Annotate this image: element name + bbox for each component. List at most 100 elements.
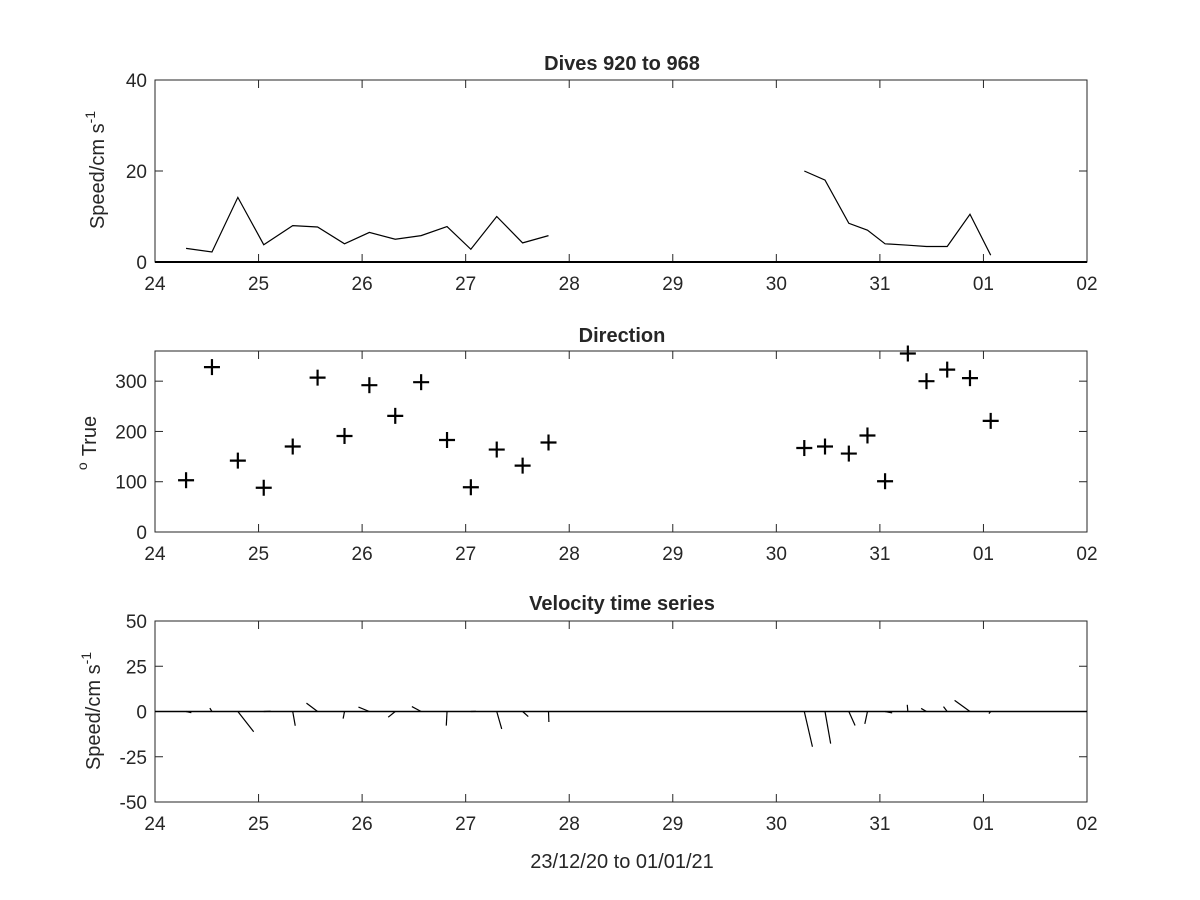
- direction-marker: [939, 361, 956, 378]
- direction-marker: [540, 434, 557, 451]
- velocity-x-tick-label: 24: [144, 814, 166, 835]
- speed-x-tick-label: 30: [766, 274, 787, 295]
- direction-marker: [918, 373, 935, 390]
- direction-x-tick-label: 27: [455, 544, 476, 565]
- velocity-panel-title: Velocity time series: [529, 593, 715, 615]
- direction-marker: [336, 427, 353, 444]
- direction-marker: [961, 370, 978, 387]
- direction-y-tick-label: 200: [115, 422, 147, 443]
- velocity-stick: [185, 710, 192, 714]
- direction-y-tick-label: 0: [136, 523, 147, 544]
- velocity-stick: [387, 711, 396, 718]
- speed-series-line: [185, 196, 549, 253]
- direction-x-tick-label: 30: [766, 544, 787, 565]
- velocity-y-tick-label: 0: [136, 703, 147, 724]
- direction-panel: Direction oTrue 24 25 26 27 28 29 30 31 01 02 0 100…: [74, 325, 1098, 565]
- speed-panel-title: Dives 920 to 968: [544, 53, 700, 75]
- velocity-stick: [848, 711, 856, 726]
- velocity-y-tick-label: 50: [126, 612, 147, 633]
- velocity-stick: [988, 711, 992, 714]
- velocity-x-tick-label: 27: [455, 814, 476, 835]
- direction-panel-title: Direction: [579, 325, 666, 347]
- speed-x-tick-label: 26: [352, 274, 373, 295]
- velocity-stick: [306, 702, 318, 712]
- speed-x-tick-label: 28: [559, 274, 580, 295]
- direction-marker: [982, 412, 999, 429]
- direction-x-tick-label: 28: [559, 544, 580, 565]
- velocity-x-tick-label: 26: [352, 814, 373, 835]
- velocity-stick: [884, 710, 893, 714]
- direction-marker: [488, 441, 505, 458]
- direction-x-tick-label: 29: [662, 544, 683, 565]
- speed-x-tick-label: 31: [869, 274, 890, 295]
- velocity-panel-ylabel: Speed/cm s-1: [78, 652, 105, 770]
- direction-x-tick-label: 31: [869, 544, 890, 565]
- direction-axes-box: [154, 350, 1088, 533]
- speed-panel: Dives 920 to 968 Speed/cm s-1 24 25 26 27 28…: [82, 53, 1098, 295]
- direction-x-tick-label: 26: [352, 544, 373, 565]
- velocity-x-tick-label: 01: [973, 814, 994, 835]
- velocity-x-tick-label: 25: [248, 814, 269, 835]
- speed-x-tick-label: 24: [144, 274, 166, 295]
- direction-marker: [877, 473, 894, 490]
- velocity-stick: [943, 706, 948, 712]
- direction-marker: [817, 438, 834, 455]
- speed-panel-ylabel: Speed/cm s-1: [82, 111, 109, 229]
- direction-panel-ylabel: oTrue: [74, 416, 101, 470]
- direction-marker: [203, 359, 220, 376]
- velocity-stick: [411, 706, 422, 713]
- velocity-x-tick-label: 29: [662, 814, 683, 835]
- velocity-stick: [445, 711, 448, 726]
- velocity-stick: [237, 711, 255, 733]
- speed-y-tick-label: 20: [126, 162, 147, 183]
- direction-y-tick-label: 300: [115, 372, 147, 393]
- speed-series-line: [804, 170, 992, 256]
- direction-marker: [229, 452, 246, 469]
- velocity-stick: [522, 711, 529, 718]
- velocity-y-tick-label: -25: [120, 748, 147, 769]
- direction-marker: [840, 445, 857, 462]
- velocity-stick: [358, 706, 370, 713]
- velocity-y-tick-label: -50: [120, 793, 147, 814]
- direction-marker: [178, 472, 195, 489]
- speed-y-tick-label: 0: [136, 253, 147, 274]
- velocity-stick: [824, 711, 832, 744]
- velocity-stick: [954, 699, 971, 712]
- direction-marker: [255, 479, 272, 496]
- direction-x-tick-label: 24: [144, 544, 166, 565]
- velocity-stick: [209, 707, 213, 712]
- direction-x-tick-label: 02: [1076, 544, 1097, 565]
- velocity-stick: [920, 707, 927, 713]
- velocity-x-tick-label: 31: [869, 814, 890, 835]
- velocity-panel-xlabel: 23/12/20 to 01/01/21: [530, 851, 714, 873]
- direction-marker: [284, 438, 301, 455]
- velocity-stick: [342, 711, 346, 719]
- direction-marker: [514, 457, 531, 474]
- velocity-x-tick-label: 30: [766, 814, 787, 835]
- velocity-stick: [864, 711, 869, 725]
- direction-marker: [462, 479, 479, 496]
- speed-x-tick-label: 29: [662, 274, 683, 295]
- direction-marker: [387, 407, 404, 424]
- direction-marker: [899, 345, 916, 362]
- velocity-stick: [906, 704, 909, 712]
- speed-x-tick-label: 02: [1076, 274, 1097, 295]
- direction-x-tick-label: 01: [973, 544, 994, 565]
- speed-x-tick-label: 01: [973, 274, 994, 295]
- direction-marker: [439, 431, 456, 448]
- direction-marker: [361, 377, 378, 394]
- direction-y-tick-label: 100: [115, 473, 147, 494]
- direction-marker: [413, 374, 430, 391]
- direction-x-tick-label: 25: [248, 544, 269, 565]
- velocity-y-tick-label: 25: [126, 657, 147, 678]
- direction-marker: [796, 440, 813, 457]
- speed-x-tick-label: 25: [248, 274, 269, 295]
- velocity-panel: Velocity time series Speed/cm s-1 23/12/…: [78, 593, 1098, 873]
- speed-y-tick-label: 40: [126, 71, 147, 92]
- speed-x-tick-label: 27: [455, 274, 476, 295]
- velocity-stick: [496, 711, 503, 730]
- velocity-stick: [803, 711, 814, 747]
- velocity-x-tick-label: 02: [1076, 814, 1097, 835]
- direction-marker: [309, 369, 326, 386]
